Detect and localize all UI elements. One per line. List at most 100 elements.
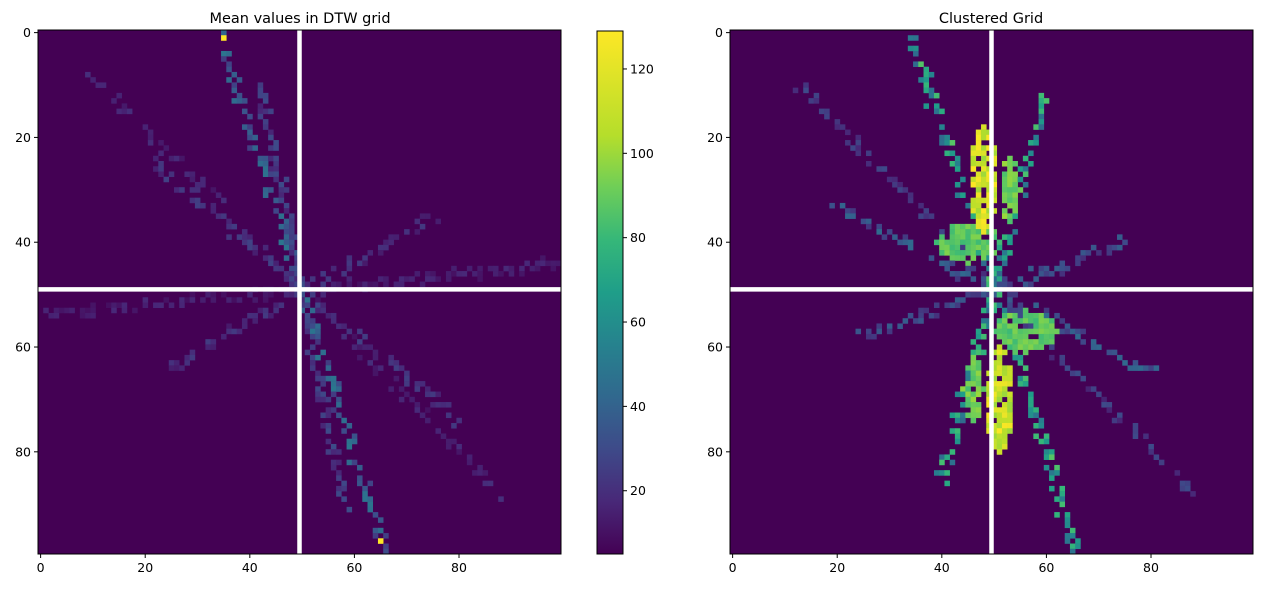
heatmap-cell [189, 349, 196, 356]
heatmap-cell [278, 213, 285, 219]
heatmap-cell [981, 244, 987, 251]
heatmap-cell [986, 213, 992, 219]
heatmap-cell [262, 98, 269, 104]
heatmap-cell [336, 381, 342, 387]
heatmap-cell [986, 318, 992, 324]
heatmap-cell [252, 145, 258, 151]
heatmap-cell [865, 150, 872, 157]
heatmap-cell [991, 265, 998, 272]
heatmap-cell [221, 35, 227, 41]
heatmap-cell [435, 428, 442, 434]
heatmap-cell [189, 171, 196, 178]
heatmap-cell [1085, 386, 1092, 392]
heatmap-cell [168, 302, 175, 309]
heatmap-cell [965, 375, 971, 382]
heatmap-cell [907, 45, 914, 52]
heatmap-cell [1090, 344, 1097, 350]
heatmap-cell [200, 181, 206, 188]
heatmap-cell [247, 124, 253, 130]
heatmap-cell [1022, 365, 1029, 371]
heatmap-cell [231, 71, 238, 78]
heatmap-cell [153, 302, 159, 309]
heatmap-cell [986, 250, 992, 256]
heatmap-cell [907, 244, 914, 251]
heatmap-cell [1179, 480, 1186, 487]
heatmap-cell [970, 417, 977, 424]
heatmap-cell [845, 129, 851, 136]
heatmap-cell [425, 391, 431, 398]
heatmap-cell [986, 370, 992, 377]
heatmap-cell [981, 176, 987, 183]
colorbar-tick-label: 60 [630, 315, 646, 330]
heatmap-cell [981, 145, 987, 151]
heatmap-cell [981, 213, 987, 219]
heatmap-cell [100, 82, 107, 88]
heatmap-cell [294, 265, 300, 272]
heatmap-cell [996, 443, 1003, 450]
heatmap-cell [975, 218, 982, 225]
heatmap-cell [330, 281, 337, 288]
heatmap-cell [991, 407, 998, 413]
heatmap-cell [1012, 354, 1018, 361]
heatmap-cell [362, 344, 368, 350]
heatmap-cell [991, 150, 998, 157]
heatmap-cell [210, 297, 217, 303]
heatmap-cell [184, 354, 190, 361]
heatmap-cell [991, 197, 998, 204]
heatmap-cell [320, 307, 326, 314]
heatmap-cell [330, 443, 337, 450]
heatmap-cell [304, 281, 311, 288]
heatmap-cell [981, 134, 987, 141]
heatmap-cell [325, 423, 332, 429]
heatmap-cell [346, 423, 353, 429]
heatmap-cell [829, 202, 835, 209]
x-tick-label: 40 [934, 560, 950, 575]
heatmap-cell [1117, 417, 1123, 424]
heatmap-cell [944, 140, 950, 146]
heatmap-cell [472, 470, 478, 476]
heatmap-cell [498, 496, 504, 502]
y-tick-label: 0 [23, 25, 31, 40]
heatmap-cell [1106, 407, 1113, 413]
heatmap-cell [970, 145, 977, 151]
heatmap-cell [1043, 454, 1050, 460]
heatmap-cell [189, 176, 196, 183]
heatmap-cell [1007, 402, 1013, 408]
heatmap-cell [1064, 538, 1071, 544]
heatmap-cell [939, 470, 945, 476]
heatmap-cell [939, 459, 945, 466]
heatmap-cell [456, 443, 462, 450]
heatmap-cell [1049, 475, 1055, 481]
heatmap-cell [981, 250, 987, 256]
heatmap-cell [996, 396, 1003, 403]
heatmap-cell [954, 239, 961, 246]
heatmap-cell [158, 166, 164, 172]
heatmap-cell [262, 255, 269, 261]
heatmap-cell [273, 155, 279, 162]
heatmap-cell [1033, 140, 1039, 146]
heatmap-cell [939, 260, 945, 267]
heatmap-cell [425, 213, 431, 219]
heatmap-cell [949, 428, 956, 434]
heatmap-cell [897, 181, 903, 188]
heatmap-cell [954, 428, 961, 434]
heatmap-cell [1028, 312, 1034, 319]
heatmap-cell [451, 438, 457, 445]
heatmap-cell [1001, 250, 1008, 256]
heatmap-cell [142, 297, 149, 303]
heatmap-cell [336, 449, 342, 455]
heatmap-cell [975, 197, 982, 204]
heatmap-cell [1001, 365, 1008, 371]
heatmap-cell [299, 276, 306, 282]
heatmap-cell [1190, 491, 1196, 497]
heatmap-cell [1054, 312, 1060, 319]
heatmap-cell [262, 108, 269, 115]
heatmap-cell [991, 443, 998, 450]
heatmap-cell [268, 134, 274, 141]
heatmap-cell [975, 192, 982, 198]
heatmap-cell [965, 386, 971, 392]
heatmap-cell [949, 302, 956, 309]
heatmap-cell [221, 197, 227, 204]
heatmap-cell [48, 312, 54, 319]
heatmap-cell [414, 386, 421, 392]
